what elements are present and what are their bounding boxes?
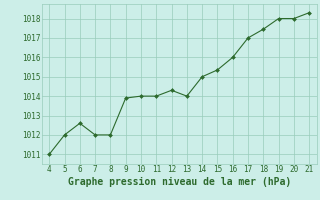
X-axis label: Graphe pression niveau de la mer (hPa): Graphe pression niveau de la mer (hPa) (68, 177, 291, 187)
